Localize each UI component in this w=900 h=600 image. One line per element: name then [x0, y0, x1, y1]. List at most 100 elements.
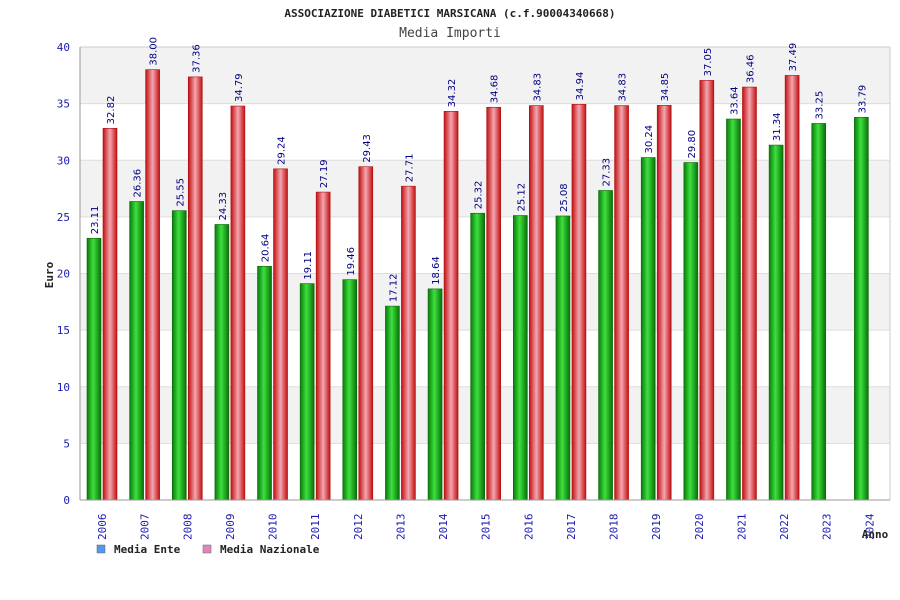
data-label: 27.19: [319, 159, 330, 188]
data-label: 37.36: [191, 44, 202, 73]
y-tick-label: 10: [57, 381, 70, 394]
legend-swatch-media-nazionale: [202, 544, 212, 554]
bar-media-ente-2019: [640, 157, 656, 501]
x-tick-label: 2007: [139, 514, 152, 541]
x-tick-label: 2018: [608, 514, 621, 541]
x-tick-label: 2020: [693, 514, 706, 541]
bar-media-nazionale-2014: [443, 111, 459, 501]
data-label: 17.12: [388, 273, 399, 302]
data-label: 34.85: [660, 73, 671, 102]
y-tick-label: 20: [57, 268, 70, 281]
bar-media-ente-2024: [854, 117, 869, 501]
data-label: 33.79: [857, 85, 868, 114]
data-label: 25.12: [516, 183, 527, 212]
bar-media-ente-2021: [726, 118, 741, 501]
data-label: 18.64: [431, 256, 442, 285]
x-tick-label: 2019: [650, 514, 663, 541]
bar-media-ente-2009: [214, 224, 230, 501]
bar-media-nazionale-2006: [102, 128, 118, 501]
data-label: 27.33: [602, 158, 613, 187]
chart-title: ASSOCIAZIONE DIABETICI MARSICANA (c.f.90…: [284, 7, 615, 20]
data-label: 29.24: [277, 136, 288, 165]
bar-media-ente-2022: [768, 144, 784, 501]
x-tick-label: 2010: [267, 514, 280, 541]
y-tick-label: 15: [57, 324, 70, 337]
y-tick-label: 35: [57, 98, 70, 111]
x-tick-label: 2023: [821, 514, 834, 541]
data-label: 37.49: [788, 43, 799, 72]
bar-media-nazionale-2020: [699, 80, 715, 501]
bar-media-ente-2017: [555, 215, 571, 501]
bar-media-ente-2008: [171, 210, 187, 501]
data-label: 32.82: [106, 96, 117, 125]
data-label: 34.68: [490, 75, 501, 104]
x-tick-label: 2022: [778, 514, 791, 541]
data-label: 24.33: [218, 192, 229, 221]
data-label: 25.32: [474, 181, 485, 210]
data-label: 25.08: [559, 183, 570, 212]
x-tick-label: 2012: [352, 514, 365, 541]
x-tick-label: 2017: [565, 514, 578, 541]
x-axis-label: Anno: [862, 528, 889, 541]
data-label: 33.64: [729, 86, 740, 115]
x-tick-label: 2015: [480, 514, 493, 541]
data-label: 27.71: [404, 154, 415, 183]
data-label: 34.79: [234, 73, 245, 102]
x-tick-label: 2009: [224, 514, 237, 541]
bar-media-nazionale-2022: [784, 75, 800, 501]
legend-swatch-media-ente: [96, 544, 106, 554]
bar-media-nazionale-2016: [529, 105, 544, 501]
data-label: 26.36: [133, 169, 144, 198]
bar-media-ente-2010: [257, 265, 272, 501]
bars: [86, 69, 869, 501]
legend-label-media-ente: Media Ente: [114, 543, 181, 556]
bar-media-ente-2012: [342, 279, 358, 501]
bar-media-ente-2015: [470, 212, 485, 501]
bar-media-nazionale-2008: [187, 76, 203, 501]
data-label: 34.83: [532, 73, 543, 102]
data-label: 30.24: [644, 125, 655, 154]
bar-media-ente-2018: [598, 190, 613, 501]
x-tick-label: 2021: [735, 514, 748, 541]
bar-media-ente-2011: [299, 283, 315, 501]
bar-media-nazionale-2021: [742, 86, 757, 501]
y-tick-label: 25: [57, 211, 70, 224]
bar-media-ente-2007: [129, 201, 144, 501]
x-tick-label: 2011: [309, 514, 322, 541]
x-tick-label: 2024: [863, 513, 876, 540]
chart-subtitle: Media Importi: [399, 26, 501, 41]
data-label: 37.05: [703, 48, 714, 77]
data-label: 36.46: [745, 54, 756, 83]
bar-media-nazionale-2009: [230, 105, 246, 501]
y-tick-label: 0: [63, 494, 70, 507]
data-label: 33.25: [815, 91, 826, 120]
bar-media-nazionale-2011: [315, 191, 331, 501]
legend: Media Ente Media Nazionale: [96, 543, 320, 556]
data-label: 25.55: [175, 178, 186, 207]
bar-media-ente-2020: [683, 162, 699, 501]
data-label: 19.46: [346, 247, 357, 276]
bar-media-ente-2013: [385, 305, 400, 501]
bar-media-nazionale-2015: [486, 106, 501, 501]
x-tick-label: 2008: [181, 514, 194, 541]
y-tick-label: 40: [57, 41, 70, 54]
x-tick-label: 2013: [394, 514, 407, 541]
y-axis-ticks: 0 5 10 15 20 25 30 35 40: [57, 41, 70, 507]
data-label: 38.00: [149, 37, 160, 66]
x-tick-label: 2014: [437, 513, 450, 540]
y-tick-label: 5: [63, 437, 70, 450]
data-label: 29.80: [687, 130, 698, 159]
y-tick-label: 30: [57, 154, 70, 167]
legend-label-media-nazionale: Media Nazionale: [220, 543, 320, 556]
x-axis-ticks: 2006 2007 2008 2009 2010 2011 2012 2013 2014 2015…: [96, 513, 876, 540]
bar-media-nazionale-2012: [358, 166, 374, 501]
data-label: 34.32: [447, 79, 458, 108]
data-label: 19.11: [303, 251, 314, 280]
bar-media-ente-2023: [811, 123, 827, 501]
data-label: 29.43: [362, 134, 373, 163]
x-tick-label: 2006: [96, 514, 109, 541]
bar-media-ente-2014: [427, 288, 443, 501]
y-axis-label: Euro: [43, 261, 56, 288]
data-label: 34.83: [618, 73, 629, 102]
